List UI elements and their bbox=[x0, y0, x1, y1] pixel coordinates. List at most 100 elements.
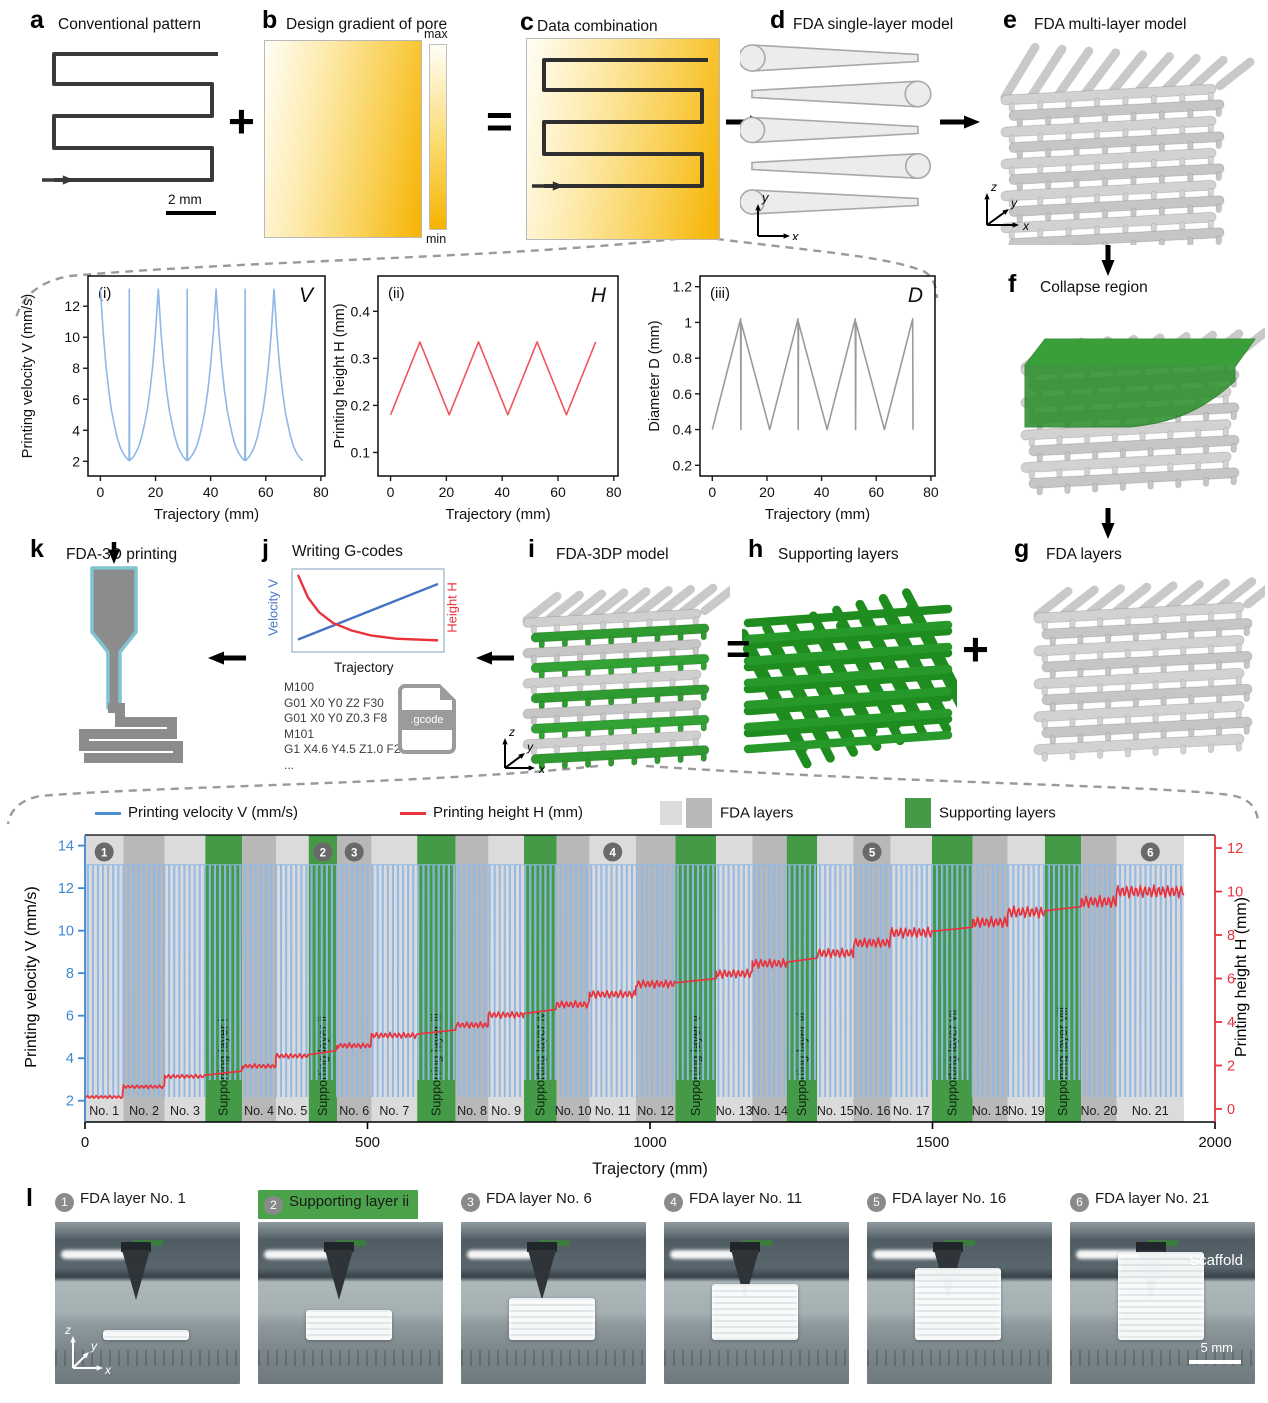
lattice-rod bbox=[522, 639, 702, 659]
caption-badge: 5 bbox=[867, 1193, 886, 1212]
legend-fda-swatch-dark bbox=[686, 798, 712, 828]
x-axis-label: Trajectory (mm) bbox=[765, 506, 870, 523]
lattice-rod bbox=[1008, 227, 1225, 245]
nozzle-mount bbox=[730, 1242, 760, 1252]
fda-band-label: No. 16 bbox=[854, 1104, 891, 1118]
printing-photo bbox=[664, 1222, 849, 1384]
photo-axis-x-label: x bbox=[104, 1363, 112, 1377]
mini-chart-x-axis-label: Trajectory bbox=[334, 660, 394, 675]
lattice-cross-rod bbox=[1230, 475, 1237, 486]
lattice-cross-rod bbox=[1119, 481, 1127, 492]
fda-band-label: No. 2 bbox=[129, 1104, 159, 1118]
top-rod bbox=[1243, 575, 1265, 609]
chart-frame bbox=[699, 275, 936, 477]
support-rod-b bbox=[743, 642, 953, 666]
fda-band-label: No. 14 bbox=[751, 1104, 788, 1118]
top-rod bbox=[567, 589, 606, 623]
lattice-cross-rod bbox=[1243, 724, 1250, 735]
lattice-cross-rod bbox=[1152, 746, 1159, 757]
lattice-cross-rod bbox=[631, 756, 638, 766]
support-rod-a bbox=[812, 626, 882, 751]
equals-operator-mid: = bbox=[726, 625, 751, 672]
layer-badge bbox=[344, 842, 364, 862]
support-band-label: Supporting layer i bbox=[217, 1019, 231, 1116]
panel-j-label: j bbox=[262, 535, 269, 563]
layer-badge-number: 2 bbox=[320, 848, 326, 860]
panel-e-title: FDA multi-layer model bbox=[1034, 16, 1187, 33]
lattice-cross-rod bbox=[1036, 485, 1043, 496]
lattice-rod bbox=[1033, 634, 1245, 657]
lamp-highlight bbox=[670, 1250, 738, 1259]
panel-e-label: e bbox=[1003, 6, 1017, 34]
support-rod-b bbox=[743, 664, 953, 688]
fda-band-label: No. 7 bbox=[379, 1104, 409, 1118]
big-chart-left-axis-label: Printing velocity V (mm/s) bbox=[23, 886, 40, 1068]
gcode-line: ... bbox=[284, 757, 295, 772]
caption-badge: 1 bbox=[55, 1193, 74, 1212]
lattice-cross-rod bbox=[607, 757, 615, 767]
plus-operator-mid: + bbox=[962, 623, 989, 675]
photo-scalebar bbox=[1189, 1360, 1241, 1364]
lattice-cross-rod bbox=[1124, 747, 1132, 758]
colorbar bbox=[429, 44, 447, 230]
lamp-highlight bbox=[1076, 1250, 1144, 1259]
lattice-top-face bbox=[1033, 575, 1265, 620]
lattice-rod bbox=[530, 745, 710, 765]
lattice-rod bbox=[522, 608, 702, 628]
lattice-rod bbox=[1000, 115, 1217, 138]
left-tick-label: 6 bbox=[66, 1009, 74, 1025]
single-layer-model-drawing: yx bbox=[740, 44, 932, 240]
fda-band bbox=[371, 835, 418, 1122]
printing-photo bbox=[258, 1222, 443, 1384]
serpentine-path bbox=[542, 58, 708, 188]
lamp-highlight bbox=[873, 1250, 941, 1259]
fda-band bbox=[455, 835, 489, 1122]
photo-scalebar-label: 5 mm bbox=[1200, 1340, 1234, 1355]
lattice-cross-rod bbox=[1243, 659, 1250, 670]
right-tick-label: 2 bbox=[1227, 1058, 1235, 1074]
top-rod bbox=[678, 583, 718, 617]
top-rod bbox=[611, 587, 651, 620]
top-rod bbox=[1138, 581, 1178, 615]
layer-badge-number: 3 bbox=[351, 848, 357, 860]
x-axis-label: Trajectory (mm) bbox=[445, 506, 550, 523]
caption-text: FDA layer No. 6 bbox=[486, 1190, 592, 1207]
caption-text: FDA layer No. 1 bbox=[80, 1190, 186, 1207]
top-rod bbox=[1134, 52, 1174, 95]
bottom-tick-label: 0 bbox=[81, 1134, 89, 1151]
mini-velocity-line bbox=[297, 582, 439, 641]
photo-axes: z yx bbox=[64, 1323, 112, 1377]
printer-nozzle-drawing bbox=[79, 542, 183, 763]
lattice-cross-rod bbox=[1130, 239, 1137, 245]
lattice-rod bbox=[1000, 179, 1217, 202]
top-rod bbox=[1217, 577, 1257, 610]
legend-velocity: Printing velocity V (mm/s) bbox=[95, 804, 298, 821]
printed-serpentine bbox=[79, 703, 183, 763]
i-axis-x-label: x bbox=[538, 762, 546, 775]
photo-caption: 3 FDA layer No. 6 bbox=[461, 1190, 592, 1212]
panel-j-title: Writing G-codes bbox=[292, 543, 403, 560]
caption-badge: 6 bbox=[1070, 1193, 1089, 1212]
lattice-rod bbox=[1008, 131, 1225, 153]
panel-h-title: Supporting layers bbox=[778, 546, 899, 563]
left-tick-label: 8 bbox=[66, 966, 74, 982]
top-rod bbox=[1081, 48, 1121, 98]
top-rod bbox=[1108, 50, 1147, 96]
lattice-rod bbox=[1033, 667, 1245, 690]
chart-frame bbox=[377, 275, 619, 477]
top-rod bbox=[1027, 44, 1067, 101]
y-tick-label: 6 bbox=[72, 391, 80, 407]
legend-velocity-label: Printing velocity V (mm/s) bbox=[128, 804, 299, 821]
legend-height-label: Printing height H (mm) bbox=[433, 804, 584, 821]
height-series bbox=[84, 884, 1185, 1100]
chart-printing-profile: No. 1 No. 2 No. 3 Supporting layer i No. 4 No… bbox=[58, 834, 1243, 1178]
panel-b-label: b bbox=[262, 6, 278, 34]
photo-axis-y-label: y bbox=[90, 1339, 98, 1353]
lattice-cross-rod bbox=[1230, 410, 1237, 421]
lattice-cross-rod bbox=[1235, 741, 1242, 752]
x-tick-label: 0 bbox=[97, 484, 105, 500]
printed-scaffold bbox=[712, 1284, 798, 1340]
y-axis-label: Printing velocity V (mm/s) bbox=[20, 294, 36, 458]
